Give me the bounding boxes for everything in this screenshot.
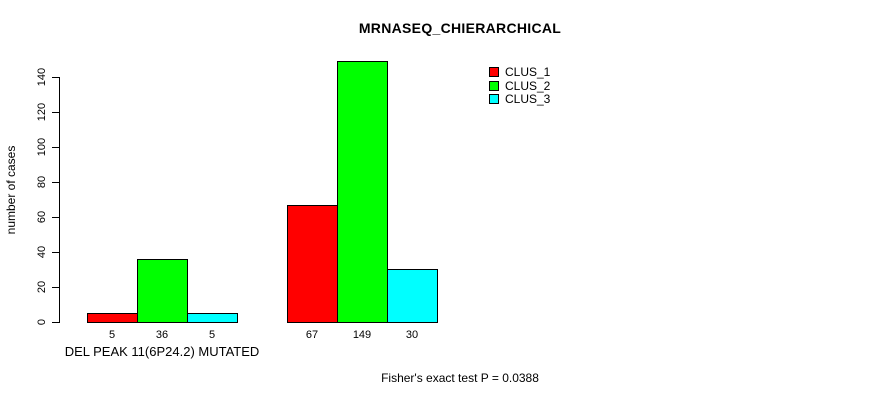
bar-value-label: 149 [352, 329, 372, 341]
y-tick-mark [52, 147, 59, 148]
bar-clus_2 [337, 61, 388, 323]
y-tick-label: 80 [36, 175, 48, 189]
x-axis-group-label: DEL PEAK 11(6P24.2) MUTATED [64, 344, 260, 359]
y-tick-mark [52, 77, 59, 78]
bar-clus_3 [187, 313, 238, 323]
fisher-test-annotation: Fisher's exact test P = 0.0388 [381, 371, 539, 385]
y-axis-label: number of cases [4, 145, 18, 235]
bar-clus_1 [287, 205, 338, 323]
legend-swatch-clus_1 [489, 67, 499, 77]
legend-swatch-clus_3 [489, 94, 499, 104]
y-tick-label: 140 [36, 67, 48, 87]
legend-swatch-clus_2 [489, 81, 499, 91]
bar-value-label: 36 [155, 329, 169, 341]
bar-value-label: 5 [108, 329, 116, 341]
legend-label: CLUS_3 [505, 92, 551, 106]
y-tick-label: 60 [36, 210, 48, 224]
bar-clus_1 [87, 313, 138, 323]
bar-clus_2 [137, 259, 188, 323]
y-tick-mark [52, 112, 59, 113]
y-tick-mark [52, 252, 59, 253]
legend-label: CLUS_2 [505, 79, 551, 93]
y-tick-mark [52, 217, 59, 218]
y-tick-mark [52, 322, 59, 323]
y-tick-label: 120 [36, 102, 48, 122]
y-tick-label: 0 [36, 318, 48, 326]
y-tick-mark [52, 182, 59, 183]
chart-title: MRNASEQ_CHIERARCHICAL [358, 20, 562, 36]
y-tick-label: 40 [36, 245, 48, 259]
bar-value-label: 30 [405, 329, 419, 341]
bar-clus_3 [387, 269, 438, 323]
y-tick-mark [52, 287, 59, 288]
bar-value-label: 5 [208, 329, 216, 341]
legend-label: CLUS_1 [505, 65, 551, 79]
bar-value-label: 67 [305, 329, 319, 341]
y-tick-label: 20 [36, 280, 48, 294]
y-tick-label: 100 [36, 137, 48, 157]
y-axis-line [59, 77, 60, 323]
